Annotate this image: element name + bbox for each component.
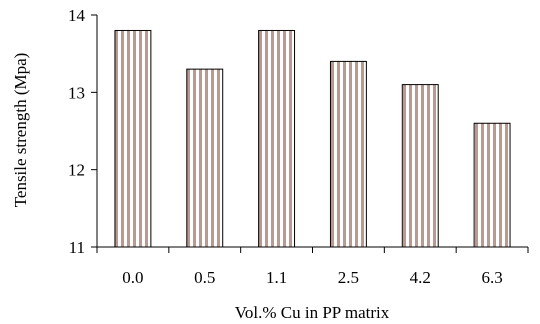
bar-0.0 [114,29,152,248]
y-axis-title: Tensile strength (Mpa) [11,53,30,208]
x-axis-title: Vol.% Cu in PP matrix [235,303,390,322]
x-ticks-group: 0.0 0.5 1.1 2.5 4.2 6.3 [96,247,529,287]
y-tick-label: 14 [68,6,86,25]
y-tick-label: 11 [69,238,85,257]
x-tick-label: 2.5 [338,268,359,287]
bar-6.3 [473,122,511,248]
x-tick-label: 4.2 [410,268,431,287]
bar-4.2 [401,84,439,248]
x-tick-label: 0.5 [194,268,215,287]
bar-2.5 [329,60,367,248]
x-tick-label: 6.3 [481,268,502,287]
x-tick-label: 0.0 [122,268,143,287]
bar-1.1 [258,29,296,248]
bars-group [114,29,511,248]
x-tick-label: 1.1 [266,268,287,287]
bar-0.5 [186,68,224,248]
y-ticks-group: 11 12 13 14 [68,6,97,257]
y-tick-label: 12 [68,161,85,180]
y-tick-label: 13 [68,83,85,102]
